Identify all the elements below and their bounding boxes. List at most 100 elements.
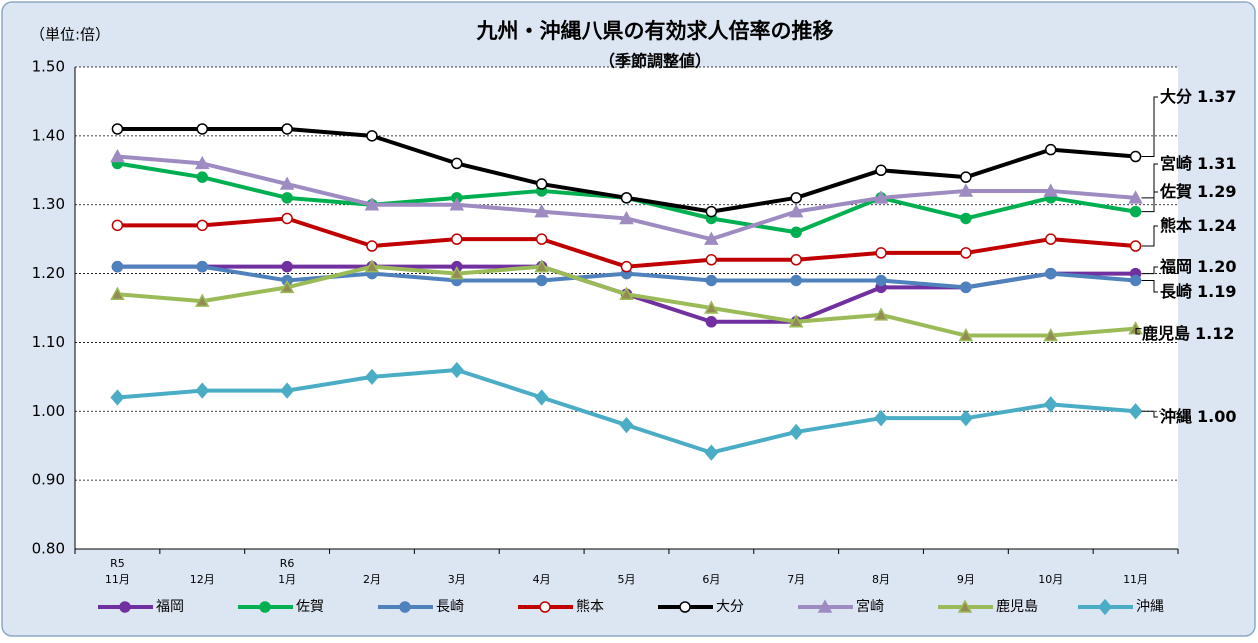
data-point (704, 444, 719, 461)
legend-marker (119, 601, 131, 613)
data-point (364, 368, 379, 386)
legend-marker (957, 599, 973, 613)
data-point (196, 260, 209, 273)
data-point (281, 212, 293, 225)
data-point (705, 254, 718, 266)
x-tick-label: 11月 (1123, 573, 1148, 586)
end-label-name: 沖縄 (1160, 407, 1192, 426)
data-point (789, 423, 804, 441)
data-point (111, 219, 124, 232)
data-point (364, 197, 380, 211)
legend-marker (817, 599, 833, 613)
data-point (705, 205, 718, 218)
data-point (366, 240, 378, 252)
data-point (619, 286, 634, 300)
era-label: R6 (280, 557, 295, 570)
data-point (281, 123, 293, 135)
data-point (873, 190, 889, 204)
data-point (874, 410, 889, 427)
end-label-value: 1.31 (1197, 154, 1236, 173)
data-point (705, 316, 718, 328)
legend-marker (259, 601, 271, 613)
data-point (958, 183, 974, 197)
legend-label: 宮崎 (856, 599, 884, 615)
data-point (110, 389, 125, 406)
data-point (620, 260, 633, 273)
leader-line (1141, 410, 1158, 418)
data-point (1044, 267, 1057, 280)
y-tick-label: 0.80 (32, 540, 65, 558)
data-point (960, 281, 972, 294)
end-label: 鹿児島 1.12 (1142, 324, 1235, 343)
data-point (366, 130, 378, 142)
data-point (620, 192, 633, 204)
end-label-value: 1.37 (1197, 87, 1236, 106)
y-tick-label: 1.40 (32, 126, 65, 144)
data-point (535, 233, 548, 245)
data-point (535, 274, 548, 287)
x-tick-label: 2月 (363, 573, 381, 586)
data-point (619, 416, 634, 434)
legend-label: 鹿児島 (996, 598, 1038, 615)
data-point (279, 279, 295, 294)
data-point (1043, 327, 1058, 342)
leader-line (1135, 328, 1142, 335)
end-label: 大分 1.37 (1160, 87, 1237, 106)
data-point (110, 148, 125, 163)
leader-line (1141, 225, 1158, 247)
data-point (451, 233, 463, 245)
end-label-value: 1.29 (1197, 182, 1236, 201)
end-label-value: 1.12 (1195, 324, 1234, 343)
data-point (281, 260, 293, 273)
data-point (196, 219, 209, 232)
data-point (960, 247, 972, 259)
end-label-value: 1.00 (1197, 407, 1236, 426)
data-point (449, 361, 464, 379)
data-point (534, 259, 549, 273)
end-label: 福岡 1.20 (1159, 257, 1237, 276)
data-point (1043, 183, 1058, 197)
legend-marker (1098, 598, 1112, 616)
y-tick-label: 1.50 (32, 58, 65, 76)
legend-marker (539, 601, 551, 613)
data-point (1043, 396, 1058, 413)
data-point (1129, 205, 1142, 218)
data-point (1128, 190, 1143, 204)
end-label-name: 熊本 (1160, 216, 1192, 235)
end-label-name: 宮崎 (1160, 154, 1192, 173)
data-point (449, 197, 465, 211)
end-label: 宮崎 1.31 (1160, 154, 1237, 173)
leader-line (1141, 96, 1158, 158)
y-tick-label: 0.90 (32, 471, 65, 489)
x-tick-label: 8月 (872, 573, 890, 586)
data-point (1129, 240, 1142, 252)
data-point (619, 210, 634, 225)
end-label-name: 大分 (1160, 87, 1192, 106)
data-point (790, 254, 802, 266)
end-label: 沖縄 1.00 (1160, 407, 1237, 426)
x-tick-label: 9月 (957, 573, 975, 586)
y-tick-label: 1.10 (32, 333, 65, 351)
y-tick-label: 1.30 (32, 195, 65, 213)
data-point (111, 123, 124, 135)
data-point (704, 300, 719, 314)
data-point (704, 231, 719, 245)
unit-label: （単位:倍） (30, 26, 110, 44)
x-tick-label: 10月 (1038, 573, 1063, 586)
data-point (451, 157, 463, 170)
data-point (790, 274, 802, 287)
data-point (1044, 233, 1057, 245)
legend-label: 熊本 (576, 599, 604, 615)
end-label-name: 佐賀 (1159, 182, 1192, 201)
x-tick-label: 6月 (702, 573, 720, 586)
leader-line (1141, 279, 1158, 293)
data-point (196, 123, 209, 135)
x-tick-label: 4月 (533, 573, 551, 586)
legend-label: 福岡 (156, 599, 184, 615)
data-point (875, 247, 887, 259)
data-point (873, 307, 889, 321)
x-tick-label: 3月 (448, 573, 466, 586)
data-point (1129, 274, 1142, 287)
end-label: 長崎 1.19 (1160, 282, 1237, 301)
